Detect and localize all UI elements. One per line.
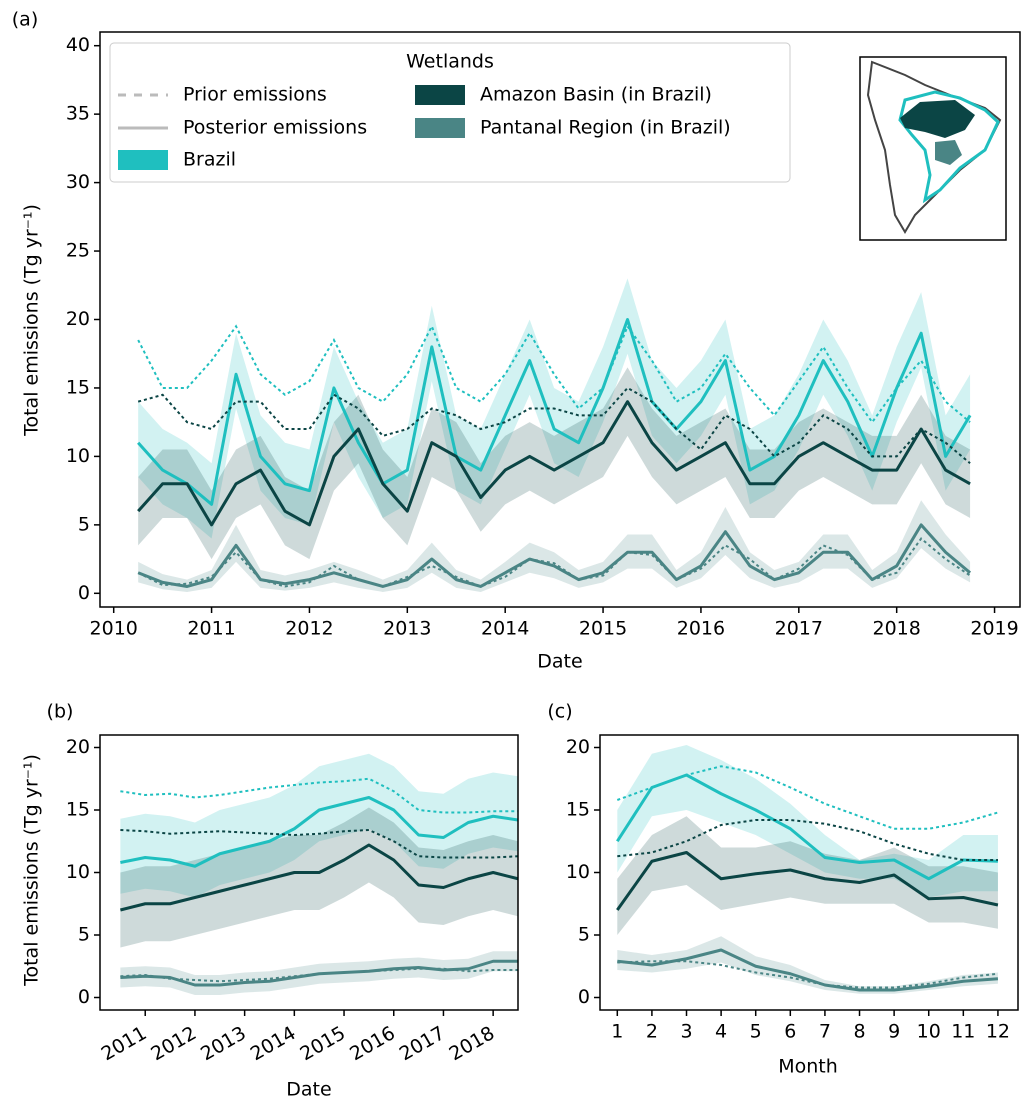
posterior-line	[617, 948, 999, 992]
y-axis-label: Total emissions (Tg yr⁻¹)	[21, 204, 43, 437]
y-tick-label: 15	[566, 799, 590, 821]
x-tick-label: 2014	[247, 1022, 300, 1065]
y-tick-label: 5	[78, 924, 90, 946]
posterior-line	[120, 959, 518, 987]
x-tick-label: 1	[611, 1021, 623, 1043]
x-tick-label: 2018	[873, 618, 921, 640]
x-tick-label: 12	[986, 1021, 1010, 1043]
posterior-line	[137, 318, 972, 506]
x-tick-label: 2011	[187, 618, 235, 640]
legend-label: Posterior emissions	[183, 117, 367, 139]
legend-label: Brazil	[183, 149, 236, 171]
prior-line	[120, 828, 519, 859]
x-tick-label: 2	[646, 1021, 658, 1043]
y-tick-label: 15	[66, 376, 90, 398]
y-tick-label: 0	[78, 582, 90, 604]
y-tick-label: 10	[66, 445, 90, 467]
x-tick-label: 2014	[481, 618, 529, 640]
x-tick-label: 3	[680, 1021, 692, 1043]
x-tick-label: 2018	[446, 1022, 499, 1065]
x-tick-label: 2015	[579, 618, 627, 640]
posterior-line	[616, 851, 999, 911]
x-tick-label: 11	[951, 1021, 975, 1043]
x-tick-label: 2013	[383, 618, 431, 640]
legend-swatch	[415, 118, 465, 138]
prior-line	[137, 386, 971, 465]
y-tick-label: 5	[78, 513, 90, 535]
y-tick-label: 10	[66, 861, 90, 883]
y-tick-label: 25	[66, 240, 90, 262]
x-tick-label: 2011	[98, 1022, 151, 1065]
y-tick-label: 15	[66, 799, 90, 821]
y-tick-label: 20	[66, 308, 90, 330]
legend-label: Amazon Basin (in Brazil)	[480, 84, 712, 106]
legend-swatch	[118, 150, 168, 170]
legend-label: Prior emissions	[183, 84, 327, 106]
panel-label: (a)	[12, 9, 38, 31]
uncertainty-band	[120, 807, 519, 948]
y-tick-label: 40	[66, 34, 90, 56]
map-inset	[859, 56, 1007, 241]
x-tick-label: 2012	[285, 618, 333, 640]
x-tick-label: 4	[715, 1021, 727, 1043]
y-tick-label: 20	[66, 736, 90, 758]
posterior-line	[120, 796, 519, 868]
uncertainty-band	[617, 745, 998, 898]
y-tick-label: 5	[578, 924, 590, 946]
x-tick-label: 2017	[396, 1022, 449, 1065]
x-tick-label: 2013	[197, 1022, 250, 1065]
y-tick-label: 20	[566, 736, 590, 758]
posterior-line	[120, 843, 519, 912]
legend-title: Wetlands	[406, 51, 494, 73]
x-axis-label: Month	[778, 1056, 838, 1078]
x-tick-label: 2012	[147, 1022, 200, 1065]
x-tick-label: 2015	[296, 1022, 349, 1065]
y-tick-label: 35	[66, 103, 90, 125]
panel-label: (b)	[47, 701, 74, 723]
posterior-line	[137, 523, 972, 588]
x-axis-label: Date	[286, 1079, 331, 1101]
x-tick-label: 6	[784, 1021, 796, 1043]
y-axis-label: Total emissions (Tg yr⁻¹)	[21, 754, 43, 987]
legend-label: Pantanal Region (in Brazil)	[480, 117, 731, 139]
y-tick-label: 30	[66, 171, 90, 193]
x-tick-label: 7	[819, 1021, 831, 1043]
x-tick-label: 9	[888, 1021, 900, 1043]
x-tick-label: 2019	[970, 618, 1018, 640]
y-tick-label: 0	[578, 986, 590, 1008]
posterior-line	[616, 773, 998, 881]
x-tick-label: 8	[853, 1021, 865, 1043]
x-tick-label: 2016	[677, 618, 725, 640]
prior-line	[120, 777, 518, 814]
x-tick-label: 5	[750, 1021, 762, 1043]
x-tick-label: 2017	[775, 618, 823, 640]
x-tick-label: 2016	[346, 1022, 399, 1065]
posterior-line	[137, 400, 971, 527]
uncertainty-band	[120, 753, 519, 898]
x-tick-label: 10	[917, 1021, 941, 1043]
legend-swatch	[415, 85, 465, 105]
panel-label: (c)	[547, 701, 572, 723]
x-axis-label: Date	[537, 651, 582, 673]
prior-line	[137, 537, 971, 588]
y-tick-label: 10	[566, 861, 590, 883]
prior-line	[617, 960, 999, 989]
x-tick-label: 2010	[90, 618, 138, 640]
prior-line	[137, 323, 971, 424]
uncertainty-band	[138, 500, 971, 592]
uncertainty-band	[617, 936, 998, 994]
y-tick-label: 0	[78, 986, 90, 1008]
legend-box	[109, 42, 791, 183]
